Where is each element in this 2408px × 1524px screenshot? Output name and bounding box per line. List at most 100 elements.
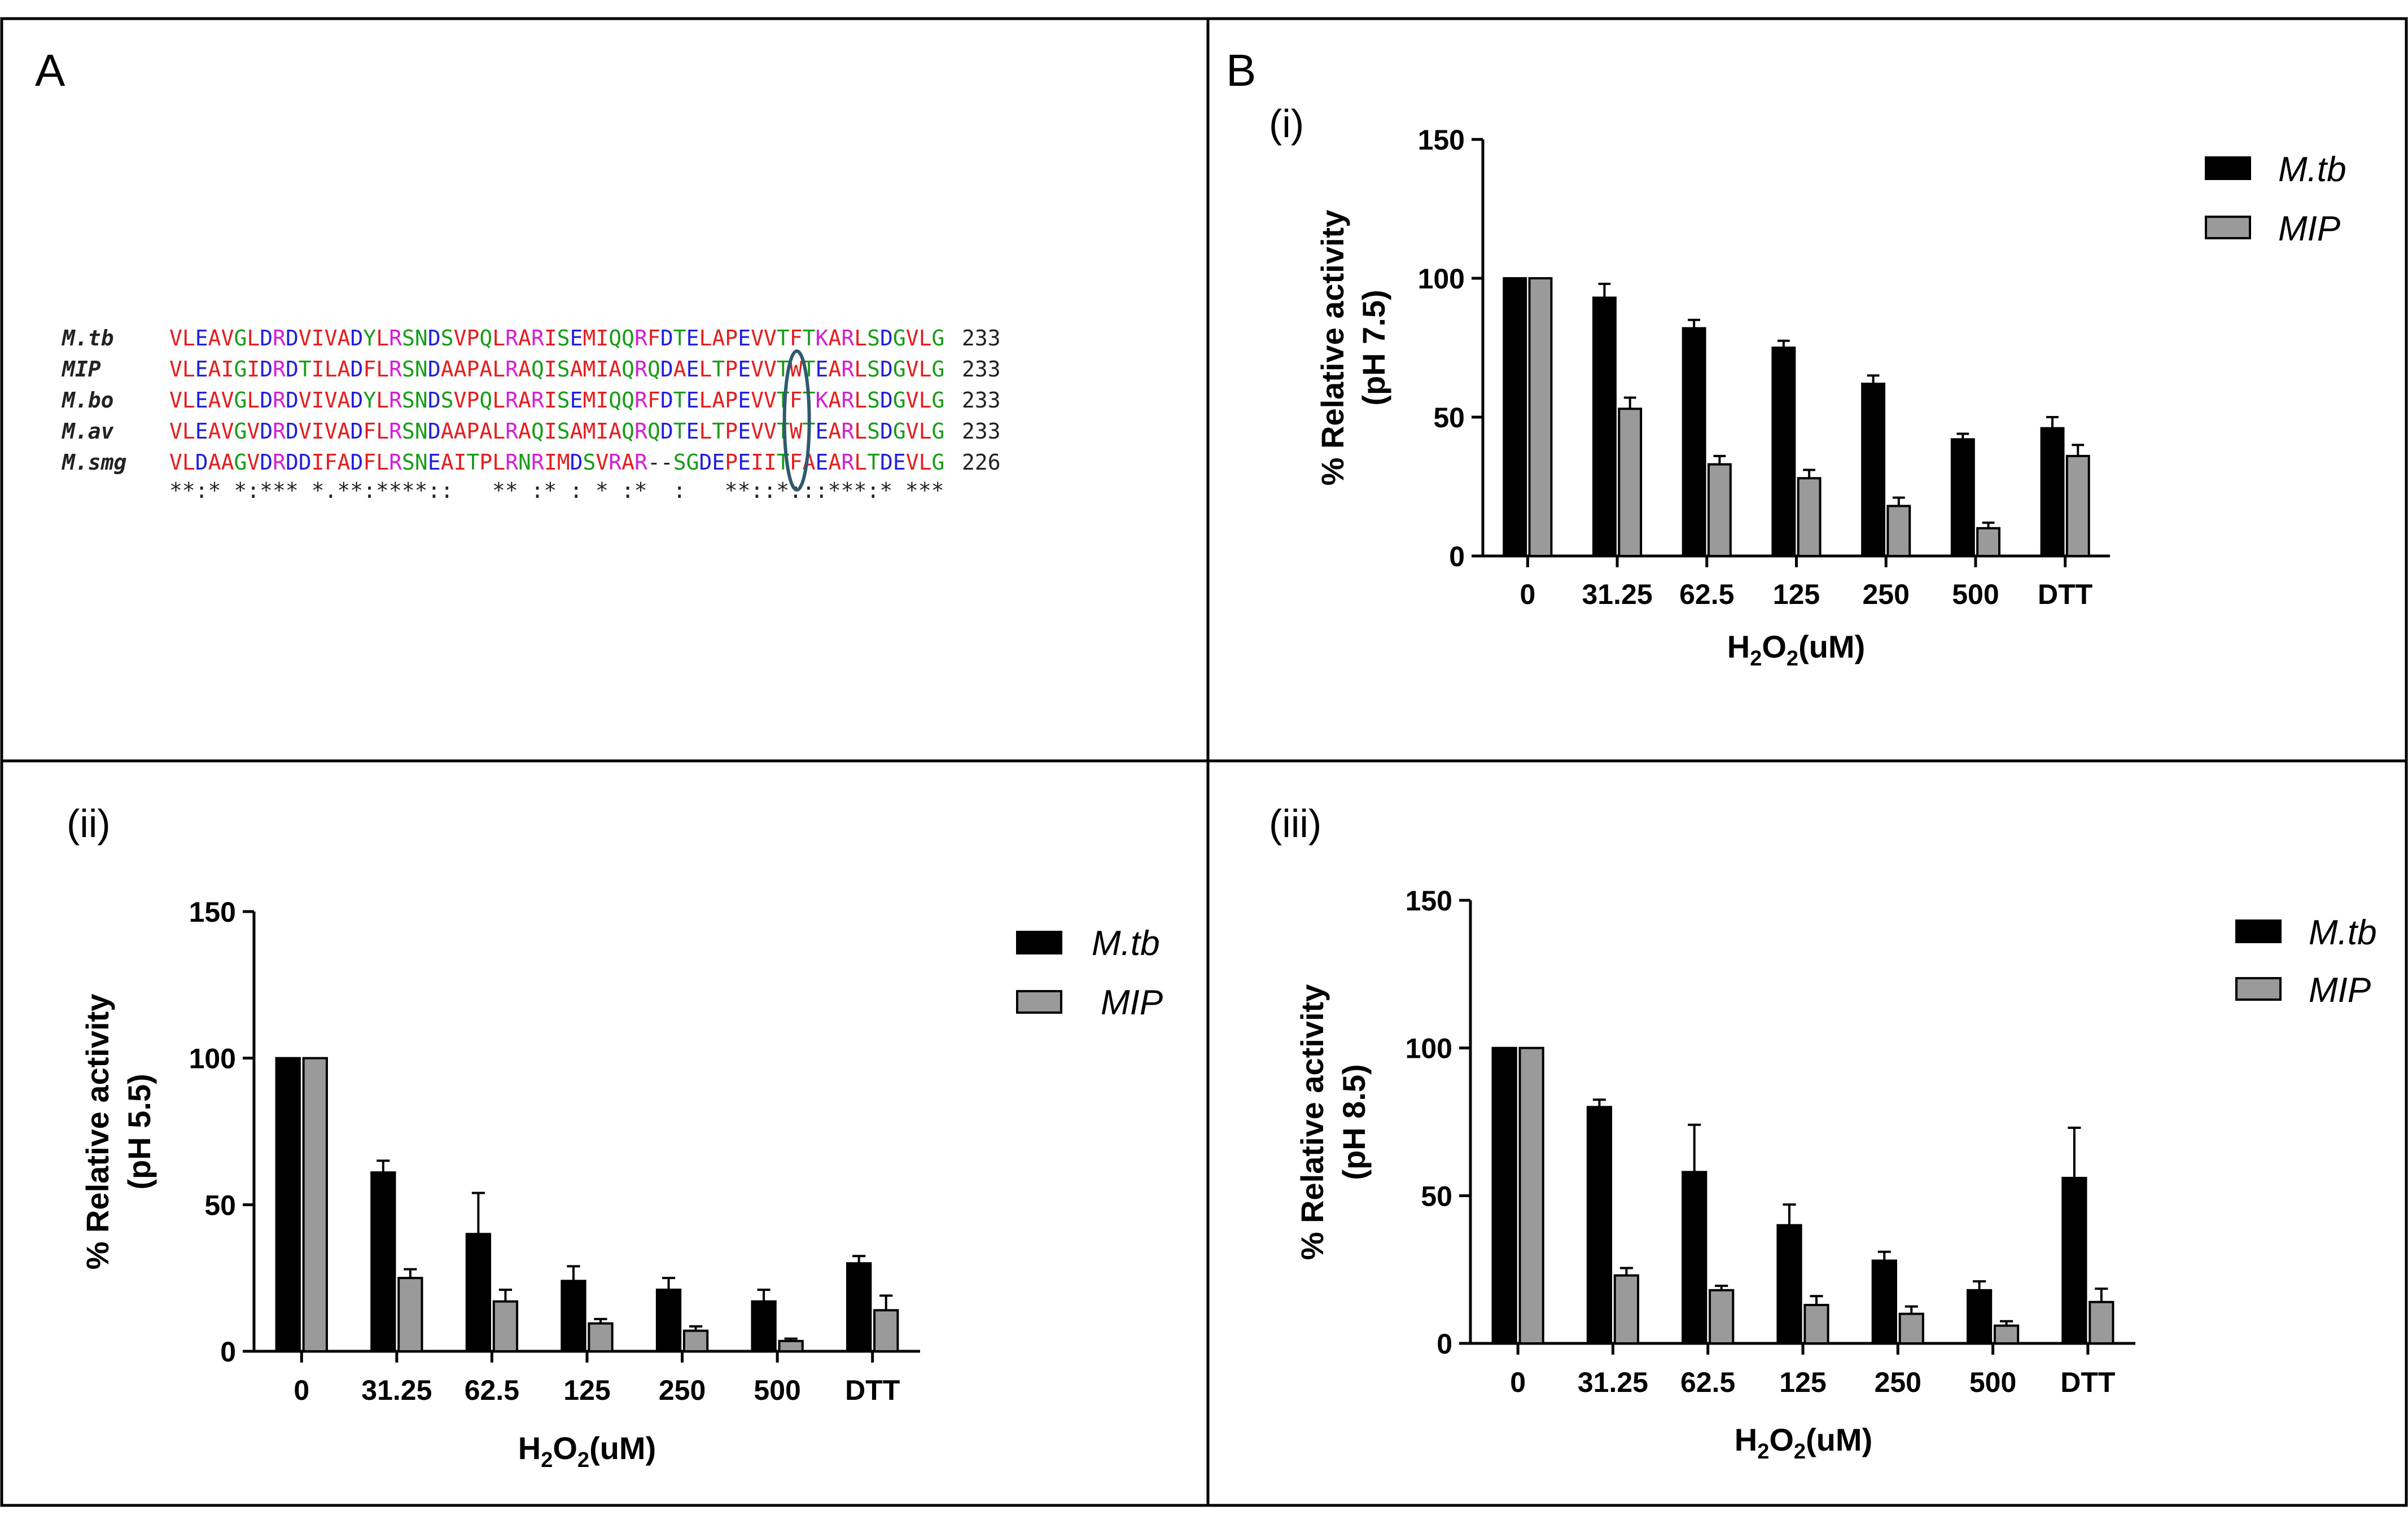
x-tick-label: 500	[1952, 579, 1999, 610]
x-tick-label: 62.5	[1679, 579, 1734, 610]
chart-iii-legend: M.tb MIP	[2235, 913, 2377, 1010]
chart-i-x-label: H2O2(uM)	[1727, 629, 1865, 671]
bar-mip	[1803, 1303, 1829, 1345]
chart-iii-y-label-line2: (pH 8.5)	[1336, 1064, 1372, 1180]
chart-i-y-label-line1: % Relative activity	[1315, 210, 1350, 486]
x-tick-label: 62.5	[465, 1374, 519, 1406]
chart-ph-8-5: (iii) 0 50 100 150 0 31.25 62.5 125 250 500 DTT %…	[1269, 802, 2377, 1464]
x-tick-label: 250	[1862, 579, 1909, 610]
bar-mip	[1707, 463, 1732, 558]
bar-mtb	[275, 1057, 301, 1352]
alignment-end-position: 233	[962, 419, 1001, 444]
alignment-end-position: 233	[962, 388, 1001, 413]
bar-mip	[1618, 408, 1643, 557]
chart-i-y-label-line2: (pH 7.5)	[1356, 290, 1391, 405]
bar-mip	[2065, 454, 2090, 557]
chart-ph-7-5: (i) 0 50 100 150 0 31.25 62.5 125 250 500 DTT % R…	[1269, 102, 2346, 671]
bar-mip	[1528, 277, 1553, 557]
chart-iii-panel-label: (iii)	[1269, 802, 1321, 846]
bar-mtb	[465, 1233, 492, 1352]
panel-label-a: A	[35, 45, 65, 95]
chart-ii-y-label-line2: (pH 5.5)	[121, 1074, 157, 1189]
bar-mip	[682, 1329, 709, 1353]
bar-mtb	[1771, 347, 1796, 557]
bar-mtb	[1491, 1046, 1517, 1345]
x-tick-label: 31.25	[1582, 579, 1653, 610]
y-tick-label: 150	[1418, 124, 1465, 156]
alignment-sequence: VLEAVGLDRDVIVADYLRSNDSVPQLRARISEMIQQRFDT…	[169, 388, 944, 413]
sequence-alignment: M.tb VLEAVGLDRDVIVADYLRSNDSVPQLRARISEMIQQ…	[61, 326, 1001, 503]
chart-i-legend-swatch-mtb	[2205, 156, 2251, 180]
bar-mip	[1709, 1289, 1735, 1345]
bar-mtb	[1776, 1224, 1802, 1345]
bar-mtb	[655, 1288, 682, 1352]
bar-mtb	[1503, 277, 1527, 557]
highlight-oval	[782, 349, 811, 492]
x-tick-label: 0	[1510, 1367, 1526, 1398]
bar-mip	[1976, 527, 2000, 557]
chart-i-panel-label: (i)	[1269, 102, 1304, 146]
chart-ii-y-label-line1: % Relative activity	[80, 994, 115, 1270]
bar-mtb	[1871, 1259, 1897, 1345]
alignment-sequence: VLEAIGIDRDTILADFLRSNDAAPALRAQISAMIAQRQDA…	[169, 357, 944, 382]
y-tick-label: 150	[189, 896, 236, 928]
x-tick-label: 31.25	[361, 1374, 432, 1406]
bar-mtb	[846, 1262, 872, 1352]
bar-mip	[1613, 1274, 1640, 1345]
chart-iii-x-label: H2O2(uM)	[1735, 1422, 1872, 1464]
bar-mip	[302, 1057, 328, 1352]
y-tick-label: 100	[189, 1043, 236, 1075]
x-tick-label: 125	[563, 1374, 610, 1406]
x-tick-label: 250	[1875, 1367, 1921, 1398]
bar-mtb	[1966, 1289, 1993, 1345]
x-tick-label: 250	[659, 1374, 706, 1406]
bar-mip	[1886, 505, 1911, 557]
alignment-sequence: VLEAVGVDRDVIVADFLRSNDAAPALRAQISAMIAQRQDT…	[169, 419, 944, 444]
alignment-species-label: M.tb	[61, 326, 114, 351]
y-tick-label: 50	[1421, 1180, 1452, 1212]
bar-mtb	[751, 1300, 777, 1353]
chart-i-legend-swatch-mip	[2205, 216, 2251, 239]
bar-mtb	[370, 1171, 396, 1353]
bar-mtb	[1950, 438, 1975, 557]
bar-mip	[1993, 1324, 2020, 1345]
panel-label-b: B	[1226, 45, 1256, 95]
alignment-end-position: 233	[962, 326, 1001, 351]
bar-mip	[1518, 1046, 1544, 1345]
consensus-line: **:* *:*** *.**:****:: ** :* : * :* : **…	[169, 478, 944, 503]
bar-mip	[397, 1277, 423, 1353]
y-tick-label: 0	[1437, 1328, 1452, 1360]
chart-ii-panel-label: (ii)	[67, 802, 111, 846]
y-tick-label: 100	[1418, 263, 1465, 295]
chart-ii-legend: M.tb MIP	[1016, 924, 1163, 1022]
bar-mtb	[561, 1280, 586, 1353]
alignment-end-position: 233	[962, 357, 1001, 382]
alignment-sequence: VLDAAGVDRDDIFADFLRSNEAITPLRNRIMDSVRAR--S…	[169, 450, 944, 475]
x-tick-label: 125	[1779, 1367, 1826, 1398]
x-tick-label: DTT	[2038, 579, 2092, 610]
chart-i-legend-label-mip: MIP	[2278, 209, 2340, 248]
chart-ii-legend-label-mtb: M.tb	[1092, 924, 1160, 963]
alignment-species-label: M.smg	[61, 450, 127, 475]
bar-mtb	[1586, 1106, 1613, 1345]
chart-iii-legend-label-mtb: M.tb	[2309, 913, 2377, 952]
bar-mtb	[1861, 382, 1886, 558]
bar-mtb	[2040, 427, 2065, 557]
chart-iii-y-label-line1: % Relative activity	[1294, 984, 1330, 1260]
x-tick-label: 0	[294, 1374, 309, 1406]
chart-iii-legend-label-mip: MIP	[2309, 971, 2371, 1010]
y-tick-label: 50	[1433, 402, 1465, 433]
bar-mip	[1797, 477, 1822, 557]
x-tick-label: 125	[1773, 579, 1820, 610]
chart-iii-legend-swatch-mip	[2235, 977, 2282, 1001]
y-tick-label: 50	[204, 1189, 236, 1221]
chart-ii-legend-swatch-mtb	[1016, 931, 1062, 954]
bar-mtb	[1682, 327, 1706, 557]
alignment-species-label: MIP	[61, 357, 101, 382]
chart-ii-legend-swatch-mip	[1016, 990, 1062, 1014]
bar-mtb	[2061, 1176, 2087, 1345]
y-tick-label: 150	[1406, 885, 1452, 917]
chart-i-legend-label-mtb: M.tb	[2278, 150, 2346, 189]
chart-iii-legend-swatch-mtb	[2235, 919, 2282, 943]
